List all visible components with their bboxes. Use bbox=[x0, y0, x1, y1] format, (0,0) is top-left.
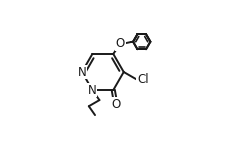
Text: O: O bbox=[116, 37, 125, 50]
Text: Cl: Cl bbox=[137, 73, 149, 86]
Text: O: O bbox=[111, 98, 120, 111]
Text: N: N bbox=[77, 66, 86, 78]
Text: N: N bbox=[88, 84, 97, 97]
